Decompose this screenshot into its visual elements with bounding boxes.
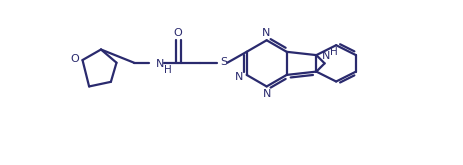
Text: H: H — [163, 65, 171, 75]
Text: O: O — [71, 54, 80, 64]
Text: N: N — [263, 89, 271, 99]
Text: O: O — [174, 28, 182, 38]
Text: N: N — [261, 28, 269, 38]
Text: H: H — [329, 47, 337, 57]
Text: N: N — [321, 51, 330, 61]
Text: N: N — [235, 72, 243, 82]
Text: S: S — [219, 57, 226, 67]
Text: N: N — [155, 59, 163, 69]
